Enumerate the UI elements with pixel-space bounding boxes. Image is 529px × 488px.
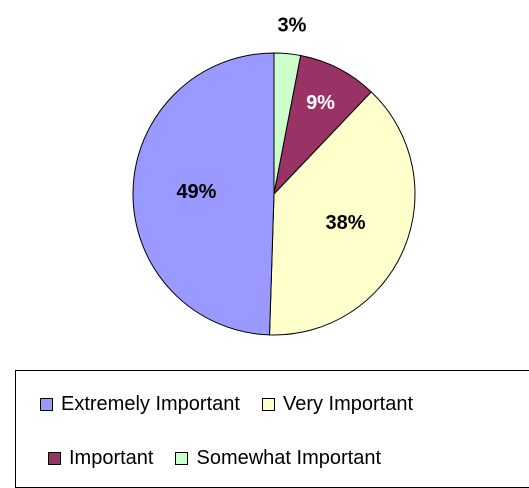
legend-row-1: Extremely Important Very Important bbox=[40, 393, 435, 416]
legend-item-extremely-important: Extremely Important bbox=[40, 393, 240, 416]
legend-label-extremely-important: Extremely Important bbox=[61, 393, 240, 415]
legend-swatch-important bbox=[48, 452, 61, 465]
legend-row-2: Important Somewhat Important bbox=[48, 447, 403, 470]
legend-label-somewhat-important: Somewhat Important bbox=[196, 447, 382, 469]
legend-label-important: Important bbox=[69, 447, 154, 469]
pie-slice-extremely-important bbox=[132, 52, 275, 336]
data-label-extremely-important: 49% bbox=[176, 181, 216, 203]
legend: Extremely Important Very Important Impor… bbox=[15, 370, 529, 488]
pie-slice-important bbox=[273, 54, 373, 196]
pie-slices bbox=[132, 52, 416, 336]
legend-swatch-somewhat-important bbox=[175, 452, 189, 465]
legend-swatch-very-important bbox=[261, 398, 275, 411]
legend-label-very-important: Very Important bbox=[282, 393, 414, 415]
legend-swatch-extremely-important bbox=[40, 398, 53, 411]
pie-data-labels: 3% 9% 38% 49% bbox=[176, 14, 365, 234]
pie-slice-very-important bbox=[269, 91, 416, 336]
legend-item-somewhat-important: Somewhat Important bbox=[175, 447, 381, 470]
legend-item-very-important: Very Important bbox=[261, 393, 414, 416]
data-label-important: 9% bbox=[306, 92, 335, 114]
data-label-very-important: 38% bbox=[326, 212, 366, 234]
data-label-somewhat-important: 3% bbox=[278, 14, 307, 36]
pie-chart: 3% 9% 38% 49% bbox=[132, 14, 416, 336]
legend-item-important: Important bbox=[48, 447, 153, 470]
